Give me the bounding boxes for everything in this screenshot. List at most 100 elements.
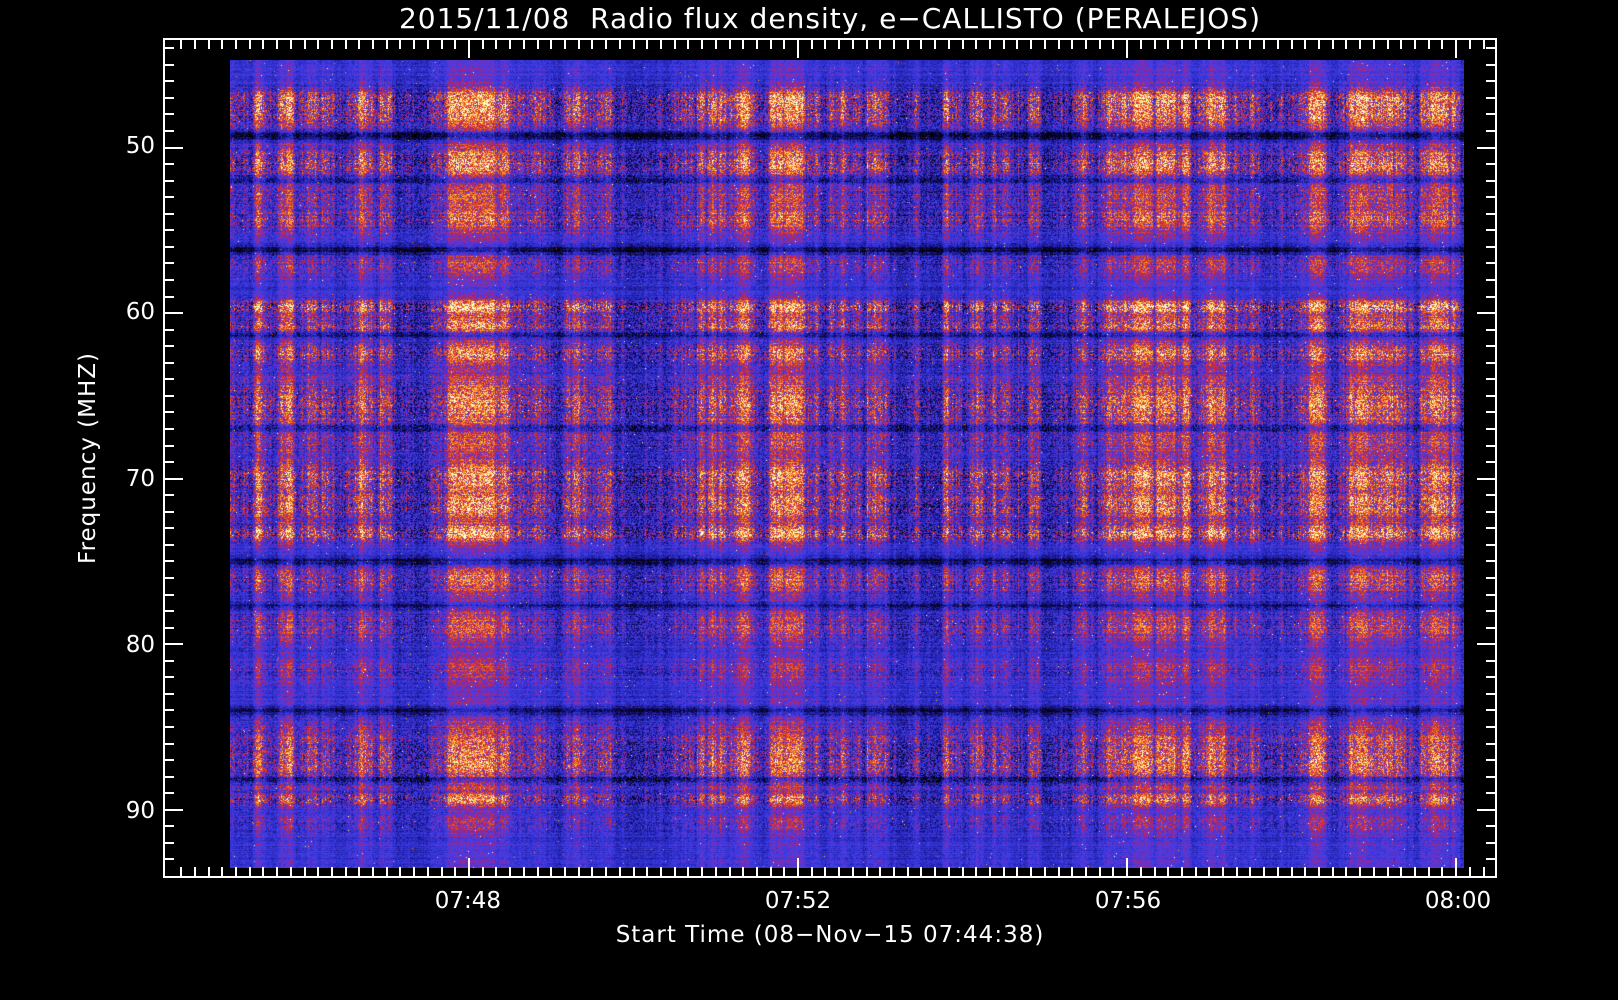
left-axis-tick bbox=[165, 808, 183, 811]
right-axis-tick bbox=[1486, 345, 1495, 348]
right-axis-tick bbox=[1486, 726, 1495, 728]
bottom-axis-tick bbox=[632, 867, 635, 876]
left-axis-tick bbox=[165, 560, 174, 563]
left-axis-tick bbox=[165, 543, 174, 546]
right-axis-tick bbox=[1486, 461, 1495, 464]
bottom-axis-tick bbox=[262, 867, 265, 876]
bottom-axis-tick bbox=[1139, 867, 1142, 876]
right-axis-tick bbox=[1477, 146, 1495, 149]
left-axis-tick bbox=[165, 63, 174, 66]
top-axis-tick bbox=[975, 40, 978, 49]
top-axis-tick bbox=[851, 40, 854, 49]
right-axis-tick bbox=[1486, 196, 1495, 199]
bottom-axis-tick bbox=[1030, 867, 1033, 876]
top-axis-tick bbox=[1276, 40, 1279, 49]
top-axis-tick bbox=[536, 40, 539, 49]
bottom-axis-tick bbox=[1043, 867, 1046, 876]
bottom-axis-tick bbox=[701, 867, 704, 876]
right-axis-tick bbox=[1477, 808, 1495, 811]
top-axis-tick bbox=[1208, 40, 1211, 49]
left-axis-tick bbox=[165, 279, 174, 282]
bottom-axis-tick bbox=[920, 867, 923, 876]
bottom-axis-tick bbox=[276, 867, 279, 876]
right-axis-tick bbox=[1486, 709, 1495, 712]
bottom-axis-tick bbox=[289, 867, 292, 876]
bottom-axis-tick bbox=[1002, 867, 1005, 876]
bottom-axis-tick bbox=[879, 867, 882, 876]
right-axis-tick bbox=[1486, 692, 1495, 695]
bottom-axis-tick bbox=[207, 867, 210, 876]
left-axis-tick bbox=[165, 792, 174, 795]
top-axis-tick bbox=[1318, 40, 1321, 49]
right-axis-tick bbox=[1486, 560, 1495, 563]
top-axis-tick bbox=[330, 40, 333, 49]
top-axis-tick bbox=[289, 40, 292, 49]
bottom-axis-tick bbox=[193, 867, 196, 876]
top-axis-tick bbox=[262, 40, 265, 49]
bottom-axis-tick bbox=[248, 867, 251, 876]
x-tick-label: 07:52 bbox=[764, 888, 832, 914]
top-axis-tick bbox=[824, 40, 827, 49]
left-axis-tick bbox=[165, 659, 174, 662]
left-axis-tick bbox=[165, 676, 174, 679]
top-axis-tick bbox=[372, 40, 375, 49]
bottom-axis-tick bbox=[646, 867, 649, 876]
bottom-axis-tick bbox=[1345, 867, 1348, 876]
top-axis-tick bbox=[454, 40, 457, 49]
top-axis-tick bbox=[1372, 40, 1375, 49]
top-axis-tick bbox=[509, 40, 512, 49]
right-axis-tick bbox=[1486, 361, 1495, 364]
top-axis-tick bbox=[248, 40, 251, 49]
top-axis-tick bbox=[522, 40, 525, 49]
top-axis-tick bbox=[1359, 40, 1362, 49]
x-tick-label: 08:00 bbox=[1424, 888, 1492, 914]
top-axis-tick bbox=[1386, 40, 1389, 49]
top-axis-tick bbox=[673, 40, 676, 49]
right-axis-tick bbox=[1486, 825, 1495, 828]
top-axis-tick bbox=[783, 40, 786, 49]
bottom-axis-tick bbox=[742, 867, 745, 876]
x-tick-label: 07:48 bbox=[434, 888, 502, 914]
bottom-axis-tick bbox=[1441, 867, 1444, 876]
top-axis-tick bbox=[728, 40, 731, 49]
bottom-axis-tick bbox=[1263, 867, 1266, 876]
top-axis-tick bbox=[1400, 40, 1403, 49]
bottom-axis-tick bbox=[1455, 858, 1458, 876]
right-axis-tick bbox=[1486, 676, 1495, 679]
bottom-axis-tick bbox=[344, 867, 347, 876]
left-axis-tick bbox=[165, 130, 174, 133]
right-axis-tick bbox=[1486, 262, 1495, 265]
left-axis-tick bbox=[165, 295, 174, 298]
top-axis-tick bbox=[906, 40, 909, 49]
top-axis-tick bbox=[1030, 40, 1033, 49]
top-axis-tick bbox=[1112, 40, 1115, 49]
right-axis-tick bbox=[1486, 394, 1495, 397]
top-axis-tick bbox=[1016, 40, 1019, 49]
left-axis-tick bbox=[165, 113, 174, 116]
top-axis-tick bbox=[577, 40, 580, 49]
bottom-axis-tick bbox=[838, 867, 841, 876]
bottom-axis-tick bbox=[605, 867, 608, 876]
bottom-axis-tick bbox=[577, 867, 580, 876]
bottom-axis-tick bbox=[317, 867, 320, 876]
right-axis-tick bbox=[1486, 63, 1495, 66]
bottom-axis-tick bbox=[564, 867, 566, 876]
bottom-axis-tick bbox=[906, 867, 909, 876]
bottom-axis-tick bbox=[1304, 867, 1307, 876]
top-axis-tick bbox=[1057, 40, 1060, 49]
right-axis-tick bbox=[1486, 411, 1495, 414]
left-axis-tick bbox=[165, 527, 174, 530]
bottom-axis-tick bbox=[180, 867, 183, 876]
top-axis-tick bbox=[564, 40, 566, 49]
top-axis-tick bbox=[1468, 40, 1471, 49]
left-axis-tick bbox=[165, 312, 183, 315]
top-axis-tick bbox=[934, 40, 937, 49]
top-axis-tick bbox=[989, 40, 991, 49]
top-axis-tick bbox=[1331, 40, 1334, 49]
bottom-axis-tick bbox=[385, 867, 388, 876]
right-axis-tick bbox=[1486, 759, 1495, 762]
left-axis-tick bbox=[165, 593, 174, 596]
left-axis-tick bbox=[165, 709, 174, 712]
bottom-axis-tick bbox=[495, 867, 498, 876]
plot-frame bbox=[163, 38, 1497, 878]
